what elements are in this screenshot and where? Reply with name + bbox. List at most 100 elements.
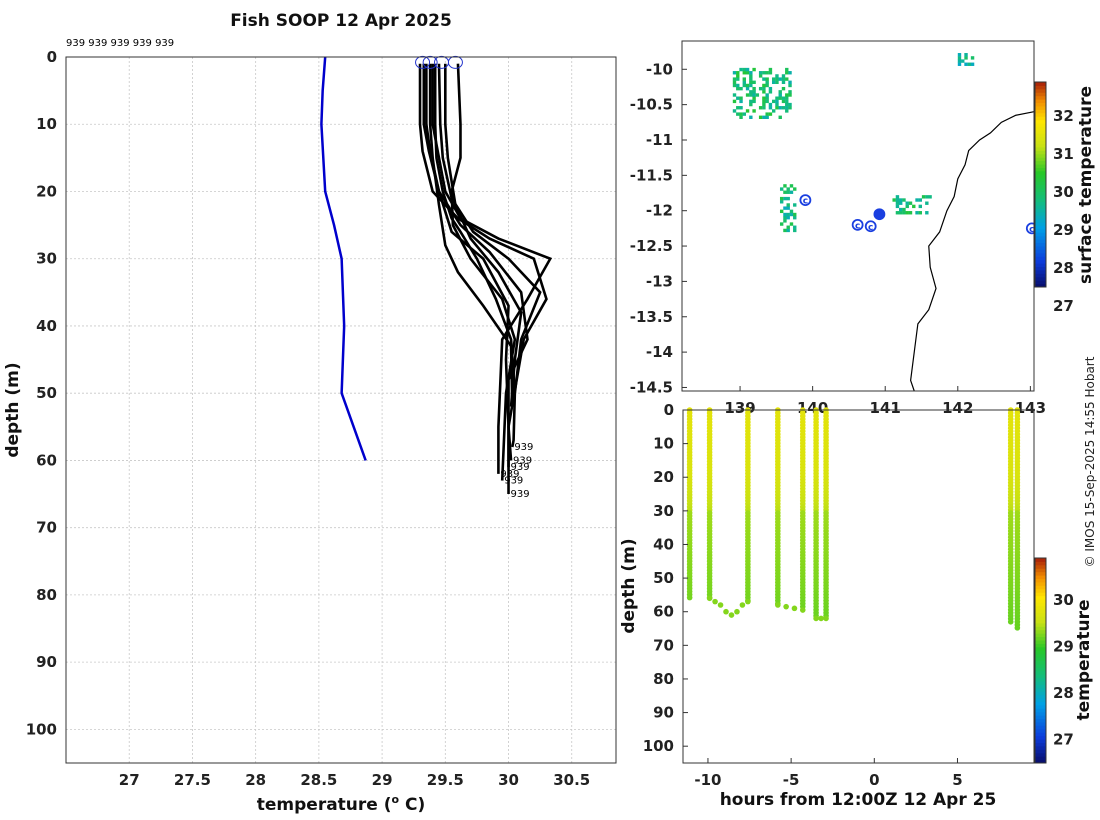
sst-pixel: [736, 74, 740, 78]
sst-pixel: [775, 102, 779, 107]
sst-pixel: [742, 112, 747, 116]
sst-pixel: [758, 71, 763, 75]
sst-pixel: [788, 71, 792, 75]
colorbar-segment: [1035, 636, 1046, 641]
sst-pixel: [788, 93, 792, 97]
sst-pixel: [786, 225, 790, 229]
colorbar-segment: [1035, 88, 1046, 93]
bottom-track-point: [783, 603, 789, 610]
colorbar-segment: [1035, 681, 1046, 685]
colorbar-segment: [1035, 82, 1046, 86]
sst-pixel: [745, 83, 750, 88]
sst-pixel: [765, 112, 769, 116]
colorbar-segment: [1035, 105, 1046, 110]
sst-pixel: [899, 207, 903, 212]
sst-pixel: [739, 115, 743, 119]
y-tick-label: 0: [47, 48, 57, 66]
colorbar-segment: [1035, 225, 1046, 230]
sst-pixel: [781, 74, 786, 78]
sst-pixel: [781, 80, 786, 84]
colorbar-segment: [1035, 640, 1046, 644]
hours-tick-label: -10: [694, 771, 721, 789]
sst-pixel: [779, 196, 784, 201]
colorbar-segment: [1035, 605, 1046, 610]
sst-pixel: [752, 90, 756, 94]
sst-pixel: [765, 96, 769, 100]
sst-pixel: [739, 67, 743, 72]
hours-tick-label: -5: [783, 771, 800, 789]
colorbar-segment: [1035, 235, 1046, 240]
sst-pixel: [762, 86, 766, 91]
colorbar-segment: [1035, 622, 1046, 627]
sst-pixel: [895, 195, 900, 199]
colorbar-segment: [1035, 205, 1046, 209]
y-tick-label: 90: [36, 653, 57, 671]
sst-pixel: [778, 93, 782, 97]
colorbar-segment: [1035, 667, 1046, 672]
sst-pixel: [736, 96, 740, 100]
colorbar-segment: [1035, 701, 1046, 706]
sst-pixel: [915, 211, 919, 215]
sst-pixel: [793, 216, 797, 220]
profile-line: [437, 63, 542, 394]
sst-pixel: [783, 196, 787, 201]
sst-pixel: [783, 190, 787, 194]
sst-pixel: [783, 184, 787, 188]
depth-axis-label-right: depth (m): [619, 538, 639, 633]
colorbar-segment: [1035, 256, 1046, 261]
colorbar-segment: [1035, 616, 1046, 620]
sst-pixel: [778, 106, 782, 110]
sst-pixel: [786, 228, 790, 233]
sst-pixel: [779, 187, 784, 191]
colorbar-segment: [1035, 660, 1046, 665]
sst-pixel: [781, 96, 786, 100]
climatology-profile-line: [320, 56, 367, 461]
profile-start-marker: [422, 55, 438, 69]
sst-pixel: [745, 67, 750, 72]
colorbar-segment: [1035, 602, 1046, 607]
sst-pixel: [765, 93, 769, 97]
colorbar-segment: [1035, 269, 1046, 274]
y-tick-label: 100: [26, 720, 57, 738]
sst-pixel: [778, 77, 782, 81]
sst-pixel: [918, 211, 923, 215]
sst-pixel: [752, 96, 756, 100]
sst-pixel: [970, 62, 975, 66]
sst-pixel: [775, 106, 779, 110]
sst-pixel: [762, 77, 766, 81]
depth-tick-label: 30: [653, 502, 674, 520]
colorbar-segment: [1035, 191, 1046, 196]
sst-pixel: [771, 99, 776, 104]
temperature-colorbar: [1034, 557, 1047, 764]
sst-pixel: [745, 109, 750, 113]
sst-pixel: [736, 106, 740, 110]
depth-tick-label: 20: [653, 468, 674, 486]
sst-pixel: [793, 187, 797, 191]
profile-line: [431, 63, 553, 474]
sst-pixel: [779, 222, 784, 226]
sst-pixel: [768, 106, 773, 110]
sst-pixel: [771, 77, 776, 81]
sst-pixel: [749, 83, 753, 88]
colorbar-tick-label: 30: [1053, 183, 1074, 201]
sst-pixel: [739, 106, 743, 110]
map-y-tick-label: -13: [646, 272, 673, 290]
x-axis-label: temperature (o C): [257, 793, 426, 815]
map-x-tick-label: 139: [724, 399, 755, 417]
bottom-track-point: [813, 615, 819, 622]
sst-pixel: [739, 96, 743, 100]
sst-pixel: [762, 71, 766, 75]
sst-pixel: [749, 74, 753, 78]
sst-pixel: [785, 71, 789, 75]
colorbar-segment: [1035, 564, 1046, 569]
sst-pixel: [778, 96, 782, 100]
sst-pixel: [957, 53, 962, 57]
sst-pixel: [902, 207, 906, 212]
sst-pixel: [892, 198, 896, 202]
sst-pixel: [788, 106, 792, 110]
colorbar-segment: [1035, 150, 1046, 155]
sst-pixel: [783, 212, 787, 217]
colorbar-segment: [1035, 123, 1046, 127]
sst-pixel: [786, 206, 790, 210]
